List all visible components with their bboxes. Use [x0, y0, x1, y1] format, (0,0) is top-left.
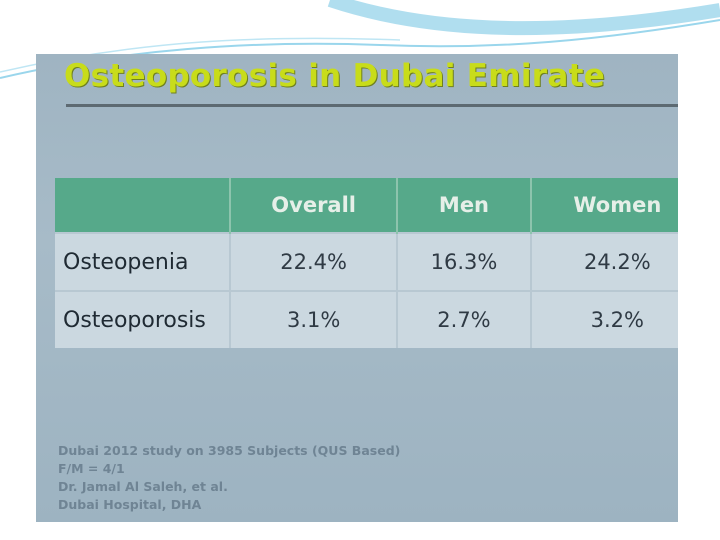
header-blank	[55, 178, 231, 233]
table-row: Osteopenia 22.4% 16.3% 24.2%	[55, 232, 678, 291]
slide-photo: Osteoporosis in Dubai Emirate Overall Men…	[36, 54, 678, 522]
footnotes: Dubai 2012 study on 3985 Subjects (QUS B…	[58, 442, 400, 514]
data-table: Overall Men Women Osteopenia 22.4% 16.3% 24.2…	[55, 178, 678, 348]
footnote-line: Dr. Jamal Al Saleh, et al.	[58, 479, 228, 494]
table-row: Osteoporosis 3.1% 2.7% 3.2%	[55, 290, 678, 348]
table-body: Osteopenia 22.4% 16.3% 24.2% Osteoporosis 3.1…	[55, 232, 678, 348]
row-label: Osteoporosis	[55, 290, 231, 348]
header-row: Overall Men Women	[55, 178, 678, 233]
footnote-line: Dubai 2012 study on 3985 Subjects (QUS B…	[58, 443, 401, 458]
cell: 3.1%	[230, 290, 399, 348]
title-rule	[66, 104, 678, 107]
column-header: Men	[397, 178, 532, 233]
cell: 16.3%	[397, 232, 532, 291]
row-label: Osteopenia	[55, 232, 231, 291]
column-header: Overall	[230, 178, 399, 233]
footnote-line: Dubai Hospital, DHA	[58, 497, 202, 512]
column-header: Women	[530, 178, 678, 233]
footnote-line: F/M = 4/1	[58, 461, 125, 476]
slide-title: Osteoporosis in Dubai Emirate	[64, 58, 606, 94]
cell: 22.4%	[230, 232, 399, 291]
cell: 2.7%	[397, 290, 532, 348]
cell: 3.2%	[530, 290, 678, 348]
cell: 24.2%	[530, 232, 678, 291]
